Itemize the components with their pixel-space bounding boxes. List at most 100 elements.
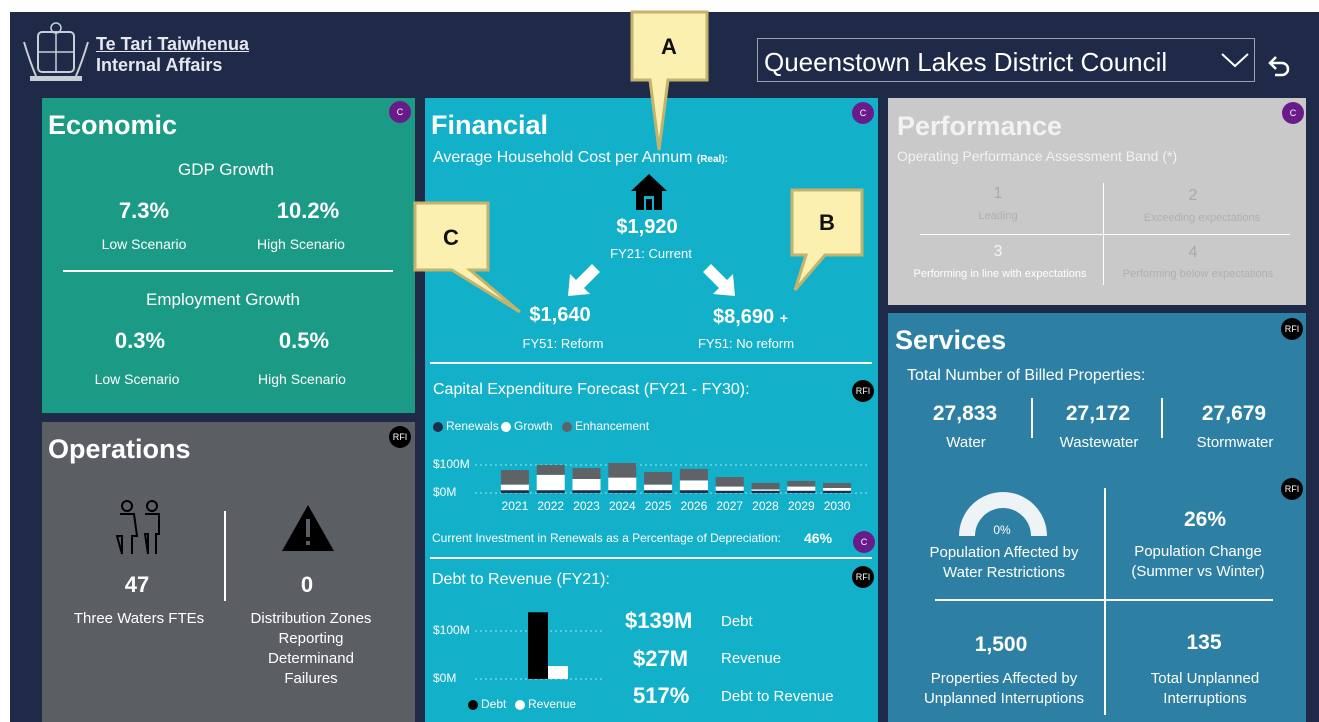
bar-segment bbox=[823, 482, 852, 488]
metric-value: 1,500 bbox=[974, 633, 1028, 656]
heading-text: Average Household Cost per Annum bbox=[433, 149, 693, 166]
bar-segment bbox=[715, 486, 744, 491]
bar-segment bbox=[715, 490, 744, 493]
metric-value: 7.3% bbox=[118, 198, 170, 223]
metric-value: 0.3% bbox=[114, 328, 166, 353]
metric-value: 26% bbox=[1183, 508, 1227, 531]
operations-panel bbox=[42, 422, 415, 722]
badge: RFI bbox=[1281, 478, 1303, 500]
badge: RFI bbox=[1281, 318, 1303, 340]
crest-logo bbox=[23, 22, 89, 81]
band-number: 1 bbox=[993, 185, 1003, 202]
callout-box bbox=[413, 201, 521, 314]
legend-label: Revenue bbox=[528, 697, 576, 711]
cost-value: $8,690 + bbox=[713, 306, 788, 329]
band-number: 4 bbox=[1188, 244, 1198, 261]
section-heading: Debt to Revenue (FY21): bbox=[432, 571, 610, 588]
divider bbox=[430, 362, 872, 364]
bar-segment bbox=[715, 477, 744, 487]
bar-segment bbox=[536, 465, 565, 475]
dropdown-chevron bbox=[1221, 53, 1249, 68]
legend-label: Debt bbox=[481, 697, 507, 711]
debt-value: $27M bbox=[633, 646, 689, 671]
cost-number: $8,690 bbox=[713, 306, 775, 328]
callout-label: C bbox=[443, 225, 459, 250]
divider bbox=[63, 270, 393, 272]
metric-heading: GDP Growth bbox=[177, 160, 275, 179]
bar bbox=[528, 612, 548, 679]
logo-line-2: Internal Affairs bbox=[96, 55, 223, 75]
gauge bbox=[959, 492, 1047, 536]
legend-swatch bbox=[468, 700, 478, 710]
bar-segment bbox=[644, 484, 673, 491]
callout-box bbox=[790, 188, 864, 291]
metric-label: Total Unplanned Interruptions bbox=[1150, 670, 1260, 707]
legend-swatch bbox=[515, 700, 525, 710]
panel-title: Operations bbox=[48, 434, 191, 464]
x-tick-label: 2021 bbox=[502, 499, 529, 513]
back-button[interactable] bbox=[1266, 54, 1292, 80]
x-tick-label: 2026 bbox=[681, 499, 708, 513]
bar-segment bbox=[572, 468, 601, 479]
bar-segment bbox=[679, 480, 708, 491]
grid-divider bbox=[920, 234, 1290, 235]
bar-segment bbox=[572, 490, 601, 493]
bar-segment bbox=[751, 490, 780, 493]
section-heading: Capital Expenditure Forecast (FY21 - FY3… bbox=[433, 381, 750, 398]
debt-label: Debt bbox=[721, 613, 753, 630]
debt-label: Revenue bbox=[721, 650, 782, 667]
callout-label: A bbox=[661, 34, 677, 59]
billed-label: Water bbox=[946, 434, 986, 451]
cost-label: FY51: Reform bbox=[522, 336, 604, 351]
bar-segment bbox=[823, 487, 852, 491]
y-tick-label: $0M bbox=[433, 485, 456, 499]
debt-value: $139M bbox=[625, 608, 693, 633]
logo-line-1: Te Tari Taiwhenua bbox=[96, 34, 250, 54]
bar-segment bbox=[751, 489, 780, 491]
metric-heading: Employment Growth bbox=[146, 290, 300, 309]
cost-label: FY21: Current bbox=[610, 246, 692, 261]
bar-segment bbox=[572, 479, 601, 491]
bar-segment bbox=[500, 470, 529, 485]
warning-icon bbox=[282, 505, 334, 551]
panel-title: Services bbox=[895, 325, 1007, 355]
bar bbox=[548, 666, 568, 679]
x-tick-label: 2027 bbox=[716, 499, 743, 513]
y-tick-label: $100M bbox=[433, 623, 470, 637]
metric-value: 135 bbox=[1186, 631, 1222, 654]
services-panel bbox=[888, 313, 1306, 722]
billed-label: Wastewater bbox=[1059, 434, 1139, 451]
council-dropdown[interactable]: Queenstown Lakes District Council bbox=[757, 38, 1255, 82]
dropdown-value: Queenstown Lakes District Council bbox=[764, 47, 1168, 77]
performance-panel bbox=[888, 98, 1306, 305]
panel-title: Financial bbox=[431, 110, 549, 140]
divider bbox=[430, 557, 872, 559]
metric-label: Three Waters FTEs bbox=[73, 610, 205, 627]
debt-value: 517% bbox=[633, 683, 690, 708]
bar-segment bbox=[608, 477, 637, 491]
grid-divider bbox=[1104, 488, 1106, 715]
metric-label: Population Change (Summer vs Winter) bbox=[1131, 543, 1265, 580]
bar-segment bbox=[608, 463, 637, 478]
badge: C bbox=[852, 102, 874, 124]
band-label: Leading bbox=[978, 210, 1018, 222]
panel-subtitle: Operating Performance Assessment Band (*… bbox=[897, 148, 1178, 164]
grid-divider bbox=[935, 599, 1273, 601]
bar-segment bbox=[751, 482, 780, 490]
cost-label: FY51: No reform bbox=[697, 336, 795, 351]
bar-segment bbox=[644, 472, 673, 485]
cost-suffix: + bbox=[779, 310, 788, 326]
bar-segment bbox=[679, 490, 708, 493]
legend-label: Enhancement bbox=[575, 419, 650, 433]
arrow-icon bbox=[568, 264, 600, 296]
metric-value: 47 bbox=[124, 572, 150, 597]
y-tick-label: $100M bbox=[433, 457, 470, 471]
badge: RFI bbox=[852, 566, 874, 588]
gauge-value: 0% bbox=[993, 523, 1011, 537]
metric-label: Low Scenario bbox=[94, 371, 180, 387]
legend-label: Growth bbox=[514, 419, 553, 433]
bar-segment bbox=[787, 490, 816, 493]
divider bbox=[1161, 398, 1163, 438]
